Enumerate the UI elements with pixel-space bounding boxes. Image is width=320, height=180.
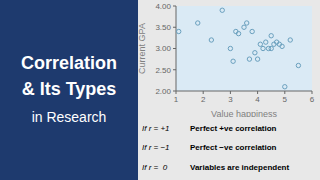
svg-text:4.00: 4.00 [155, 2, 171, 11]
html-text:If r = −1: If r = −1 [142, 143, 170, 153]
svg-text:3.50: 3.50 [155, 23, 171, 32]
svg-text:2: 2 [201, 95, 206, 104]
svg-text:2.00: 2.00 [155, 87, 171, 96]
html-text:If r = 0: If r = 0 [142, 163, 168, 173]
html-text:Perfect −ve correlation: Perfect −ve correlation [190, 143, 277, 153]
svg-text:3: 3 [228, 95, 233, 104]
svg-text:Value happiness: Value happiness [211, 109, 277, 117]
html-text:If r = +1: If r = +1 [142, 123, 170, 133]
html-text:& Its Types: & Its Types [21, 79, 117, 99]
html-text:Correlation: Correlation [21, 53, 117, 73]
html-text:Perfect +ve correlation: Perfect +ve correlation [190, 123, 277, 133]
svg-text:2.50: 2.50 [155, 66, 171, 75]
svg-text:Current GPA: Current GPA [138, 23, 147, 74]
svg-text:3.00: 3.00 [155, 44, 171, 53]
svg-text:5: 5 [283, 95, 288, 104]
svg-text:4: 4 [255, 95, 260, 104]
html-text:in Research: in Research [31, 109, 107, 125]
html-text:Variables are independent: Variables are independent [190, 163, 290, 173]
svg-text:1: 1 [174, 95, 179, 104]
svg-text:6: 6 [310, 95, 312, 104]
